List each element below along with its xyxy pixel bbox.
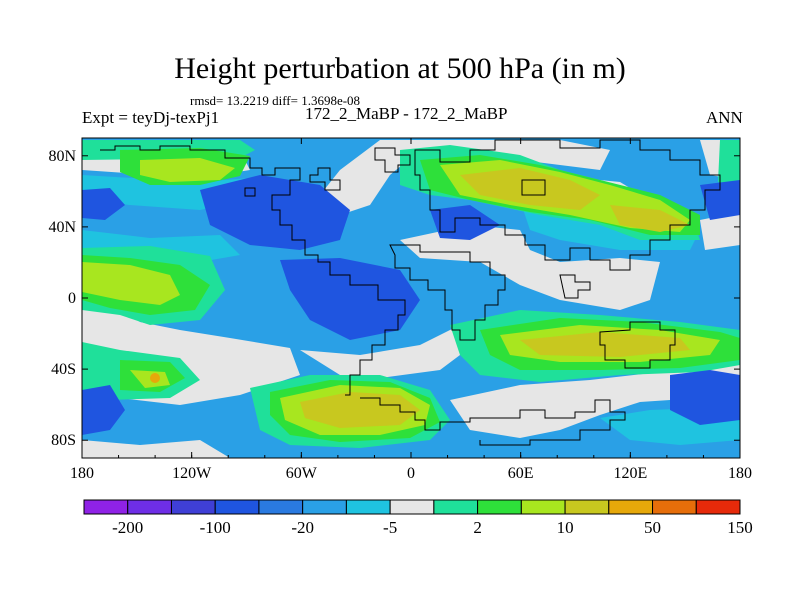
- yg-north-pacific: [140, 158, 235, 182]
- colorbar-swatch: [433, 499, 479, 515]
- high-south-pacific-core: [150, 373, 160, 383]
- greenland-north: [374, 147, 411, 173]
- colorbar-label: -5: [383, 518, 397, 537]
- continent-outlines: [100, 139, 721, 446]
- colorbar-swatch: [389, 499, 435, 515]
- colorbar-swatch: [83, 499, 129, 515]
- colorbar-label: 150: [727, 518, 753, 537]
- band-pacific-east: [700, 212, 740, 250]
- y-tick-label: 80S: [51, 432, 76, 449]
- x-tick-label: 120W: [172, 465, 212, 482]
- x-tick-label: 180: [70, 465, 94, 482]
- band-north-atlantic: [320, 140, 610, 215]
- experiment-label: Expt = teyDj-texPj1: [82, 108, 220, 127]
- colorbar-swatch: [214, 499, 260, 515]
- colorbar-swatch: [345, 499, 391, 515]
- low-mediterranean: [430, 205, 500, 240]
- band-south-atlantic: [300, 325, 480, 378]
- colorbar-label: -100: [200, 518, 231, 537]
- y-tick-label: 40N: [48, 219, 76, 236]
- colorbar-swatch: [695, 499, 741, 515]
- low-southeast-pacific: [670, 370, 740, 425]
- colorbar-swatch: [652, 499, 697, 515]
- colorbar-swatch: [608, 499, 654, 515]
- teal-arctic-east: [718, 140, 740, 185]
- low-north-pacific-west: [82, 188, 125, 220]
- blue-lows: [82, 175, 740, 435]
- colorbar-labels: -200 -100 -20 -5 2 10 50 150: [112, 518, 753, 537]
- antarctica-outline: [360, 397, 626, 446]
- colorbar-label: 50: [644, 518, 661, 537]
- colorbar-label: 10: [557, 518, 574, 537]
- africa-outline: [389, 244, 506, 341]
- colorbar-label: -200: [112, 518, 143, 537]
- yg-south-pacific: [130, 370, 170, 388]
- colorbar-label: 2: [473, 518, 482, 537]
- case-label: 172_2_MaBP - 172_2_MaBP: [305, 104, 508, 123]
- colorbar-swatch: [302, 499, 347, 515]
- y-tick-label: 0: [68, 290, 76, 307]
- x-tick-label: 60W: [286, 465, 318, 482]
- greenland-south: [309, 167, 341, 191]
- x-tick-label: 60E: [508, 465, 534, 482]
- colorbar-swatch: [564, 499, 610, 515]
- x-tick-label: 180: [728, 465, 752, 482]
- colorbar-swatch: [477, 499, 522, 515]
- y-axis: 80N 40N 0 40S 80S: [48, 148, 740, 449]
- low-southwest-pacific: [82, 385, 125, 435]
- arabia-outline: [559, 274, 591, 299]
- y-tick-label: 40S: [51, 361, 76, 378]
- x-axis: 180 120W 60W 0 60E 120E 180: [70, 138, 752, 482]
- contour-field: [82, 138, 740, 458]
- colorbar-swatch: [127, 499, 172, 515]
- chart-title: Height perturbation at 500 hPa (in m): [174, 52, 626, 85]
- high-south-atlantic: [300, 392, 420, 428]
- x-tick-label: 120E: [613, 465, 647, 482]
- band-southern-ocean: [450, 360, 740, 438]
- americas-outline: [100, 145, 406, 396]
- x-tick-label: 0: [407, 465, 415, 482]
- high-north-atlantic: [460, 168, 600, 210]
- yg-east-pacific: [82, 262, 180, 305]
- colorbar-swatch: [520, 499, 566, 515]
- band-africa-indian: [400, 225, 660, 310]
- low-south-america: [280, 258, 420, 340]
- colorbar-swatch: [258, 499, 304, 515]
- colorbar-swatch: [170, 499, 216, 515]
- australia-outline: [599, 321, 676, 369]
- low-north-america: [200, 175, 350, 250]
- stats-subtitle: rmsd= 13.2219 diff= 1.3698e-08: [190, 93, 361, 108]
- band-antarctic-west: [82, 440, 230, 458]
- eurasia-outline: [414, 139, 721, 271]
- island-1: [244, 187, 256, 197]
- y-tick-label: 80N: [48, 148, 76, 165]
- season-label: ANN: [706, 108, 743, 127]
- caspian-outline: [521, 179, 546, 196]
- colorbar: [83, 499, 741, 515]
- colorbar-label: -20: [291, 518, 314, 537]
